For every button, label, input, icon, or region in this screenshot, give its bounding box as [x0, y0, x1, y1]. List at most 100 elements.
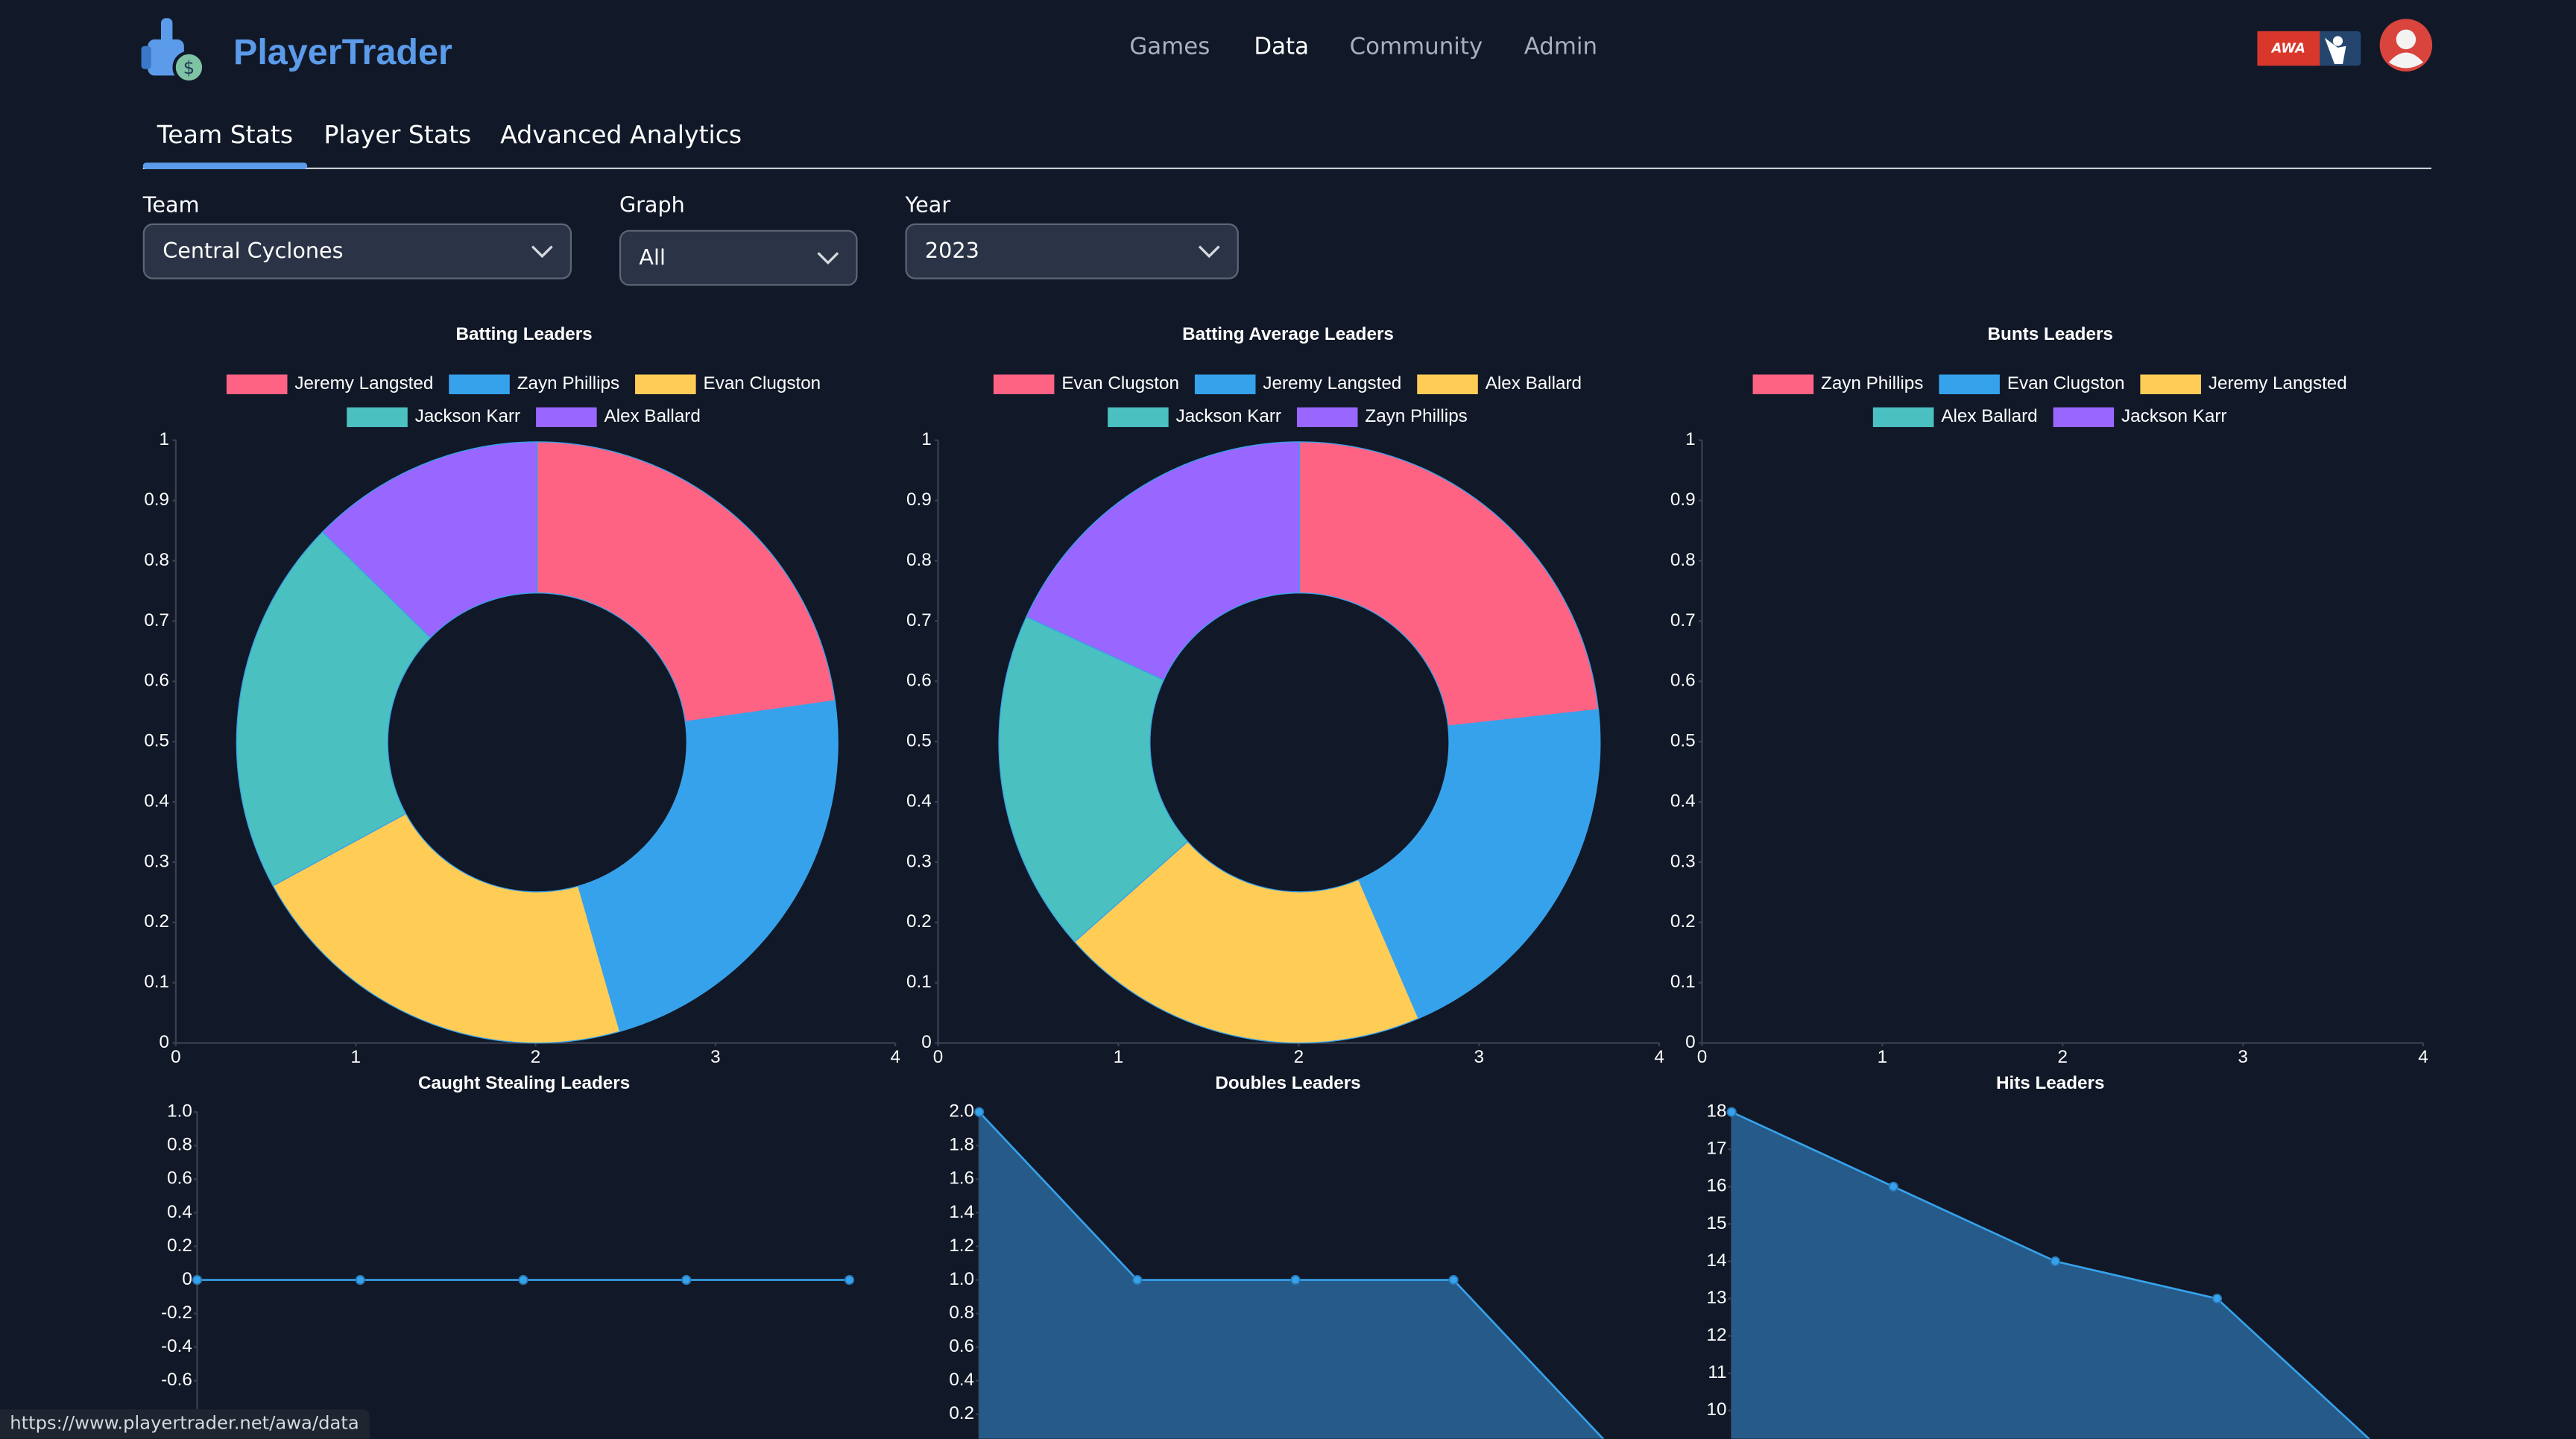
- legend-swatch: [1939, 374, 2000, 394]
- chart-title: Batting Leaders: [456, 324, 593, 344]
- x-tick-label: 4: [2418, 1047, 2428, 1067]
- y-tick-label: 0: [1685, 1032, 1695, 1052]
- y-tick-label: 13: [1707, 1288, 1727, 1308]
- y-tick-label: 0.2: [144, 911, 169, 932]
- y-tick-label: 0.8: [167, 1135, 192, 1155]
- league-badge[interactable]: AWA: [2257, 31, 2361, 66]
- legend-label: Alex Ballard: [604, 406, 701, 426]
- y-tick-label: 18: [1707, 1101, 1727, 1122]
- chart-title: Hits Leaders: [1996, 1073, 2104, 1093]
- y-tick-label: 2.0: [949, 1101, 974, 1122]
- y-tick-label: 0.9: [144, 490, 169, 510]
- y-tick-label: 0.6: [167, 1168, 192, 1189]
- x-tick-label: 1: [1878, 1047, 1887, 1067]
- y-tick-label: 0.5: [1670, 731, 1696, 751]
- doughnut-slice: [578, 700, 839, 1032]
- y-tick-label: 0.7: [1670, 610, 1696, 630]
- point: [681, 1274, 692, 1285]
- legend-swatch: [347, 407, 408, 428]
- point: [2050, 1256, 2060, 1267]
- tab-indicator: [142, 162, 308, 170]
- x-tick-label: 4: [890, 1047, 900, 1067]
- legend-swatch: [2053, 407, 2115, 428]
- x-tick-label: 3: [2238, 1047, 2247, 1067]
- point: [1726, 1107, 1737, 1117]
- y-tick-label: 0.2: [167, 1236, 192, 1256]
- y-tick-label: 0.5: [906, 731, 932, 751]
- area: [1731, 1112, 2370, 1439]
- y-tick-label: -0.4: [161, 1336, 192, 1356]
- svg-text:$: $: [183, 57, 195, 78]
- y-tick-label: 0.1: [906, 972, 932, 992]
- legend-swatch: [1417, 374, 1478, 394]
- select-value: Central Cyclones: [162, 238, 344, 264]
- y-tick-label: 1.6: [949, 1168, 974, 1189]
- y-tick-label: 0.2: [1670, 911, 1696, 932]
- legend-label: Zayn Phillips: [1821, 373, 1923, 393]
- y-tick-label: 0.8: [949, 1303, 974, 1323]
- y-tick-label: 0: [182, 1269, 192, 1289]
- x-tick-label: 1: [1114, 1047, 1123, 1067]
- nav-link[interactable]: Data: [1254, 34, 1310, 61]
- chevron: [531, 245, 553, 259]
- filter-label: Team: [142, 194, 200, 219]
- legend-label: Zayn Phillips: [1365, 406, 1467, 426]
- x-tick-label: 2: [2058, 1047, 2068, 1067]
- team-select[interactable]: Central Cyclones: [142, 223, 572, 279]
- y-tick-label: 0.3: [906, 851, 932, 871]
- y-tick-label: 1.4: [949, 1202, 974, 1222]
- tab[interactable]: Team Stats: [157, 119, 294, 150]
- year-select[interactable]: 2023: [905, 223, 1239, 279]
- point: [1888, 1181, 1898, 1192]
- y-tick-label: 1.0: [167, 1101, 192, 1122]
- tab[interactable]: Advanced Analytics: [500, 119, 742, 150]
- legend-swatch: [1296, 407, 1358, 428]
- point: [844, 1274, 855, 1285]
- graph-select[interactable]: All: [619, 230, 858, 286]
- y-tick-label: 0: [921, 1032, 931, 1052]
- chart-title: Caught Stealing Leaders: [418, 1073, 630, 1093]
- nav-link[interactable]: Community: [1349, 34, 1483, 61]
- y-tick-label: 11: [1708, 1362, 1726, 1382]
- brand[interactable]: PlayerTrader: [233, 31, 452, 72]
- x-tick-label: 3: [1474, 1047, 1483, 1067]
- doughnut-slice: [1026, 441, 1301, 681]
- legend-label: Jeremy Langsted: [2209, 373, 2347, 393]
- avatar[interactable]: [2379, 18, 2434, 72]
- legend-label: Jeremy Langsted: [1263, 373, 1401, 393]
- doughnut-slice: [998, 616, 1189, 943]
- y-tick-label: 0.8: [906, 550, 932, 570]
- doughnut-slice: [1298, 441, 1600, 727]
- legend-swatch: [1108, 407, 1169, 428]
- point: [2212, 1293, 2223, 1304]
- legend-label: Alex Ballard: [1941, 406, 2037, 426]
- nav-link[interactable]: Admin: [1524, 34, 1598, 61]
- x-tick-label: 3: [710, 1047, 720, 1067]
- y-tick-label: 10: [1707, 1400, 1727, 1420]
- y-tick-label: 0.4: [949, 1370, 974, 1390]
- legend-label: Evan Clugston: [704, 373, 821, 393]
- area: [979, 1112, 1603, 1439]
- point: [1290, 1274, 1301, 1285]
- badge-text: AWA: [2257, 31, 2320, 66]
- nav-link[interactable]: Games: [1129, 34, 1210, 61]
- chart-title: Batting Average Leaders: [1182, 324, 1394, 344]
- x-tick-label: 4: [1654, 1047, 1664, 1067]
- tab[interactable]: Player Stats: [323, 119, 472, 150]
- y-tick-label: 15: [1707, 1213, 1727, 1233]
- point: [518, 1274, 528, 1285]
- y-tick-label: 12: [1707, 1325, 1727, 1345]
- y-tick-label: 14: [1707, 1250, 1727, 1271]
- legend-label: Evan Clugston: [2007, 373, 2125, 393]
- y-tick-label: -0.6: [161, 1370, 192, 1390]
- y-tick-label: 17: [1707, 1139, 1727, 1159]
- legend-swatch: [635, 374, 696, 394]
- legend-swatch: [993, 374, 1055, 394]
- status-bar: https://www.playertrader.net/awa/data: [0, 1409, 369, 1439]
- y-tick-label: 0.6: [906, 671, 932, 691]
- filter-label: Year: [905, 194, 951, 219]
- y-tick-label: 0.2: [949, 1403, 974, 1423]
- y-tick-label: 1.0: [949, 1269, 974, 1289]
- x-tick-label: 1: [350, 1047, 360, 1067]
